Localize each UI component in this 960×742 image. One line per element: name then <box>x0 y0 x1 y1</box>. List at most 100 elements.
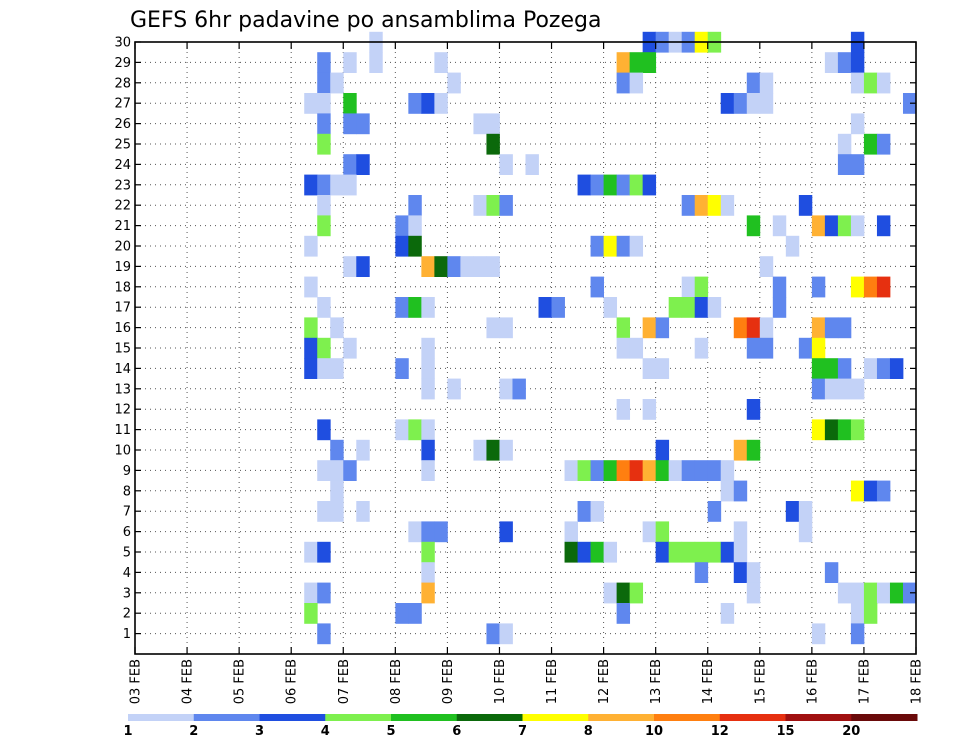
colorbar-label: 4 <box>321 724 330 739</box>
heatmap-cell <box>434 93 448 114</box>
y-tick-label: 10 <box>114 444 131 459</box>
heatmap-cell <box>421 297 435 318</box>
heatmap-cell <box>330 501 344 522</box>
y-tick-label: 3 <box>123 586 131 601</box>
heatmap-cell <box>694 297 709 318</box>
heatmap-cell <box>694 460 709 481</box>
heatmap-cell <box>863 480 878 502</box>
heatmap-cell <box>408 603 422 624</box>
heatmap-cell <box>486 133 500 155</box>
heatmap-cell <box>759 256 774 277</box>
x-tick-label: 10 FEB <box>493 659 508 704</box>
heatmap-cell <box>681 195 696 216</box>
colorbar-segment <box>522 714 589 721</box>
y-tick-label: 11 <box>114 423 131 438</box>
y-tick-label: 26 <box>114 117 131 132</box>
heatmap-cell <box>317 358 331 379</box>
heatmap-cell <box>642 52 657 73</box>
colorbar-label: 6 <box>452 724 461 739</box>
y-tick-label: 17 <box>114 301 131 316</box>
heatmap-cell <box>590 174 604 196</box>
heatmap-cell <box>564 460 578 481</box>
heatmap-cell <box>603 460 618 481</box>
heatmap-cell <box>850 215 865 237</box>
colorbar-segment <box>456 714 523 721</box>
heatmap-cell <box>304 541 318 563</box>
heatmap-cell <box>850 480 865 502</box>
heatmap-cell <box>733 541 748 563</box>
heatmap-cell <box>811 317 826 339</box>
heatmap-cell <box>759 337 774 359</box>
heatmap-cell <box>655 521 670 543</box>
y-tick-label: 12 <box>114 403 131 418</box>
heatmap-cell <box>876 133 891 155</box>
y-tick-label: 1 <box>123 627 131 642</box>
heatmap-cell <box>759 317 774 339</box>
x-tick-label: 14 FEB <box>701 659 716 704</box>
heatmap-cell <box>304 276 318 298</box>
heatmap-cell <box>369 52 383 73</box>
heatmap-cell <box>863 276 878 298</box>
x-tick-label: 03 FEB <box>129 659 144 704</box>
heatmap-cell <box>863 603 878 624</box>
heatmap-cell <box>330 358 344 379</box>
heatmap-cell <box>850 52 865 73</box>
heatmap-cell <box>304 93 318 114</box>
heatmap-cell <box>434 52 448 73</box>
colorbar-label: 10 <box>645 724 663 739</box>
heatmap-cell <box>733 439 748 461</box>
heatmap-cell <box>330 460 344 481</box>
heatmap-cell <box>447 256 461 277</box>
heatmap-cell <box>603 235 618 257</box>
heatmap-cell <box>421 439 435 461</box>
colorbar-segment <box>588 714 655 721</box>
heatmap-cell <box>434 521 448 543</box>
heatmap-cell <box>525 154 539 175</box>
heatmap-cell <box>629 72 644 94</box>
colorbar-label: 1 <box>123 724 132 739</box>
heatmap-cell <box>720 603 735 624</box>
x-tick-label: 18 FEB <box>910 659 925 704</box>
heatmap-cell <box>304 174 318 196</box>
y-tick-label: 19 <box>114 260 131 275</box>
heatmap-cell <box>317 174 331 196</box>
heatmap-cell <box>694 541 709 563</box>
colorbar-label: 12 <box>711 724 729 739</box>
heatmap-cell <box>772 276 787 298</box>
y-tick-label: 9 <box>123 464 131 479</box>
colorbar-segment <box>128 714 195 721</box>
heatmap-cell <box>629 174 644 196</box>
heatmap-cell <box>486 256 500 277</box>
heatmap-cell <box>499 317 513 339</box>
heatmap-cell <box>629 337 644 359</box>
heatmap-cell <box>707 541 722 563</box>
heatmap-cell <box>317 113 331 135</box>
heatmap-cell <box>317 195 331 216</box>
heatmap-cell <box>395 215 409 237</box>
y-tick-label: 14 <box>114 362 131 377</box>
heatmap-cell <box>733 317 748 339</box>
heatmap-cell <box>395 358 409 379</box>
x-tick-label: 12 FEB <box>597 659 612 704</box>
heatmap-cell <box>421 582 435 604</box>
heatmap-cell <box>655 317 670 339</box>
colorbar-label: 20 <box>842 724 860 739</box>
heatmap-cell <box>577 501 591 522</box>
heatmap-cell <box>733 93 748 114</box>
heatmap-cell <box>317 460 331 481</box>
x-tick-label: 08 FEB <box>389 659 404 704</box>
heatmap-cell <box>421 460 435 481</box>
heatmap-cell <box>408 195 422 216</box>
heatmap-cell <box>902 582 917 604</box>
y-tick-label: 7 <box>123 505 131 520</box>
heatmap-cell <box>720 460 735 481</box>
heatmap-cell <box>499 378 513 400</box>
heatmap-cell <box>850 276 865 298</box>
heatmap-cell <box>837 215 852 237</box>
heatmap-cell <box>356 256 370 277</box>
heatmap-cell <box>889 358 904 379</box>
heatmap-cell <box>421 256 435 277</box>
heatmap-cell <box>811 215 826 237</box>
heatmap-cell <box>564 541 578 563</box>
